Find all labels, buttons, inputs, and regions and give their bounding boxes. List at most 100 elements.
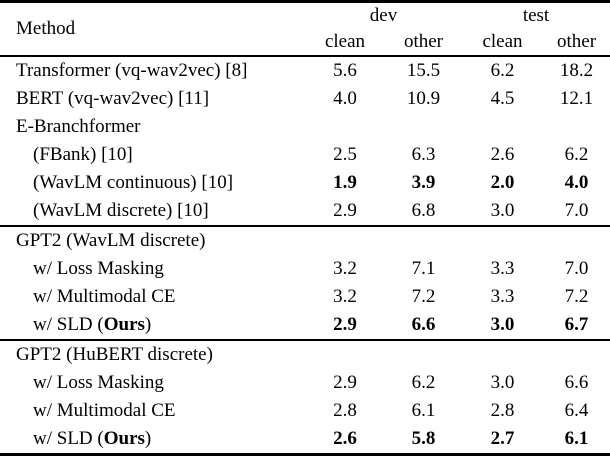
value-test-clean: 2.8 [490,400,515,421]
value-test-clean: 6.2 [490,60,515,81]
table-row: w/ Loss Masking 3.2 7.1 3.3 7.0 [0,255,610,283]
method-text-suffix: ) [144,428,152,449]
value-test-other: 18.2 [559,60,594,81]
table-row: (WavLM discrete) [10] 2.9 6.8 3.0 7.0 [0,197,610,226]
value-dev-clean: 3.2 [333,286,357,307]
value-dev-other: 10.9 [406,88,441,109]
method-cell: (WavLM discrete) [10] [0,197,305,226]
value-test-other: 7.0 [564,200,589,221]
column-group-dev: dev [369,5,398,26]
column-header-test-clean: clean [482,31,523,52]
value-test-clean: 3.0 [490,372,515,393]
table-body: Transformer (vq-wav2vec) [8] 5.6 15.5 6.… [0,56,610,455]
method-text: (WavLM discrete) [10] [33,200,209,221]
table-row: w/ Loss Masking 2.9 6.2 3.0 6.6 [0,369,610,397]
method-text: w/ Loss Masking [33,372,164,393]
value-test-other: 6.7 [564,314,589,335]
value-dev-other: 3.9 [411,172,436,193]
method-cell: w/ SLD (Ours) [0,311,305,340]
method-text: Transformer (vq-wav2vec) [8] [16,60,248,81]
value-dev-other [385,340,462,369]
method-cell: GPT2 (HuBERT discrete) [0,340,305,369]
value-test-other: 6.1 [564,428,589,449]
value-test-clean [462,340,543,369]
value-test-clean: 2.6 [490,144,515,165]
method-text-bold: Ours [103,428,145,449]
value-dev-clean: 5.6 [333,60,357,81]
method-cell: w/ Loss Masking [0,369,305,397]
method-cell: (WavLM continuous) [10] [0,169,305,197]
value-dev-other [385,113,462,141]
value-dev-other: 6.3 [411,144,436,165]
table-row: w/ SLD (Ours) 2.6 5.8 2.7 6.1 [0,425,610,455]
table-row-group-label: GPT2 (WavLM discrete) [0,226,610,255]
table-row: w/ SLD (Ours) 2.9 6.6 3.0 6.7 [0,311,610,340]
value-dev-clean: 2.9 [333,314,357,335]
value-test-clean [462,226,543,255]
value-dev-other [385,226,462,255]
method-text: w/ SLD ( [33,314,104,335]
value-test-clean: 3.0 [490,200,515,221]
method-text: GPT2 (WavLM discrete) [16,230,206,251]
method-text-suffix: ) [144,314,152,335]
method-text: GPT2 (HuBERT discrete) [16,344,213,365]
value-dev-other: 7.2 [411,286,436,307]
value-dev-clean: 2.9 [333,200,357,221]
method-cell: GPT2 (WavLM discrete) [0,226,305,255]
value-dev-clean [305,113,385,141]
method-cell: BERT (vq-wav2vec) [11] [0,85,305,113]
value-test-clean [462,113,543,141]
value-dev-clean: 2.9 [333,372,357,393]
value-test-other: 6.6 [564,372,589,393]
header-group-row: Method dev test [0,2,610,39]
value-test-other [543,226,610,255]
value-dev-other: 6.8 [411,200,436,221]
method-cell: (FBank) [10] [0,141,305,169]
value-dev-clean [305,340,385,369]
value-dev-clean: 1.9 [333,172,357,193]
value-test-clean: 2.7 [490,428,515,449]
table-row: w/ Multimodal CE 2.8 6.1 2.8 6.4 [0,397,610,425]
method-text: w/ SLD ( [33,428,104,449]
table-row: w/ Multimodal CE 3.2 7.2 3.3 7.2 [0,283,610,311]
method-text-bold: Ours [103,314,145,335]
value-dev-clean: 3.2 [333,258,357,279]
table-row: Transformer (vq-wav2vec) [8] 5.6 15.5 6.… [0,56,610,85]
results-table: Method dev test clean other clean other … [0,0,610,456]
method-cell: w/ Loss Masking [0,255,305,283]
value-dev-clean [305,226,385,255]
method-cell: w/ Multimodal CE [0,283,305,311]
header-sub-row: clean other clean other [0,29,610,56]
table-row-group-label: E-Branchformer [0,113,610,141]
value-test-other: 4.0 [564,172,589,193]
column-header-method: Method [16,18,76,39]
value-dev-other: 7.1 [411,258,436,279]
table-row: BERT (vq-wav2vec) [11] 4.0 10.9 4.5 12.1 [0,85,610,113]
value-test-clean: 2.0 [490,172,515,193]
method-text: (FBank) [10] [33,144,133,165]
method-text: BERT (vq-wav2vec) [11] [16,88,210,109]
value-dev-other: 6.6 [411,314,436,335]
table-row: (FBank) [10] 2.5 6.3 2.6 6.2 [0,141,610,169]
value-test-clean: 3.3 [490,286,515,307]
table-header: Method dev test clean other clean other [0,2,610,56]
value-test-other: 6.2 [564,144,589,165]
method-text: w/ Multimodal CE [33,286,176,307]
value-test-clean: 4.5 [490,88,515,109]
method-cell: Transformer (vq-wav2vec) [8] [0,56,305,85]
column-header-dev-clean: clean [324,31,366,52]
value-dev-clean: 4.0 [333,88,357,109]
value-test-other: 7.0 [564,258,589,279]
method-cell: E-Branchformer [0,113,305,141]
column-group-test: test [522,5,550,26]
value-test-other: 12.1 [559,88,594,109]
value-test-clean: 3.0 [490,314,515,335]
value-dev-clean: 2.8 [333,400,357,421]
method-cell: w/ Multimodal CE [0,397,305,425]
method-cell: w/ SLD (Ours) [0,425,305,455]
value-dev-other: 6.1 [411,400,436,421]
value-dev-other: 6.2 [411,372,436,393]
value-test-other: 6.4 [564,400,589,421]
table-row-group-label: GPT2 (HuBERT discrete) [0,340,610,369]
